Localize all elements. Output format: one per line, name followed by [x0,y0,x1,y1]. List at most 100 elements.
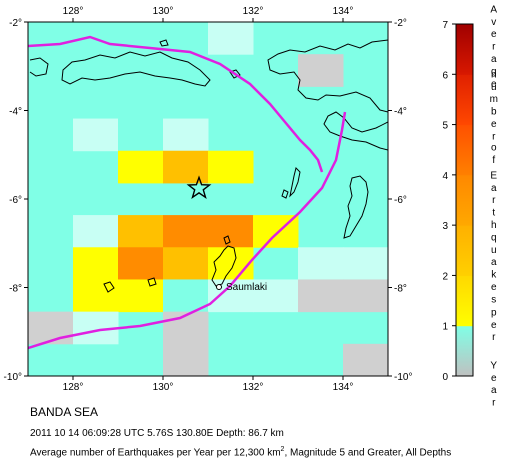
grid-cell [298,279,344,313]
lat-label-right: -10° [394,372,412,383]
colorbar-title-letter: e [491,282,497,293]
colorbar-tick-label: 5 [442,121,448,132]
colorbar-title-letter: r [492,42,496,53]
colorbar: 01234567AveragenumberofEarthquakesperYea… [442,4,499,408]
grid-cell [208,150,254,184]
grid-cell [163,118,209,152]
event-info: 2011 10 14 06:09:28 UTC 5.76S 130.80E De… [30,428,284,439]
colorbar-title-letter: h [491,220,497,231]
colorbar-title-letter: p [491,307,497,318]
lon-label-top: 130° [153,6,174,17]
colorbar-frame [455,23,474,377]
lat-label-left: -4° [9,107,22,118]
lat-label-right: -4° [394,107,407,118]
lon-label-bottom: 134° [333,382,354,393]
lon-label-bottom: 130° [153,382,174,393]
grid-cell [298,54,344,87]
colorbar-title-letter: q [491,232,497,243]
colorbar-title-letter: v [491,17,497,28]
colorbar-title-letter: e [491,119,497,130]
colorbar-title-letter: e [491,79,497,90]
colorbar-title-word: Year [490,360,497,408]
colorbar-title-word: of [491,142,497,165]
colorbar-title-letter: n [491,69,497,80]
lon-label-bottom: 132° [243,382,264,393]
colorbar-tick-label: 3 [442,221,448,232]
lat-label-left: -2° [9,18,22,29]
colorbar-title-letter: e [491,29,497,40]
colorbar-band [456,74,473,126]
grid-cell [163,343,209,376]
colorbar-tick-label: 7 [442,20,448,31]
colorbar-title-letter: u [491,82,497,93]
grid-cell [163,215,209,248]
colorbar-tick-label: 6 [442,70,448,81]
colorbar-title-letter: m [490,94,499,105]
colorbar-title-letter: r [492,195,496,206]
colorbar-tick-label: 1 [442,322,448,333]
colorbar-title-letter: b [491,107,497,118]
grid-cell [253,279,299,313]
grid-cell [28,311,74,345]
islet-north-2 [159,39,169,47]
colorbar-title-letter: Y [490,360,497,371]
colorbar-title-letter: A [490,4,497,15]
tanimbar-north [223,235,231,245]
colorbar-title-word: per [491,307,497,343]
colorbar-tick-label: 0 [442,372,448,383]
grid-cell [118,215,164,248]
colorbar-title-letter: o [491,142,497,153]
lat-label-right: -8° [394,284,407,295]
grid-cell [343,343,388,376]
plate-boundaries [28,35,347,350]
colorbar-title-letter: s [491,294,497,305]
lat-label-left: -10° [4,372,22,383]
colorbar-title-letter: e [491,320,497,331]
colorbar-band [456,24,473,75]
colorbar-title-letter: r [492,131,496,142]
kei-island-1 [289,167,301,198]
colorbar-tick-label: 4 [442,171,448,182]
colorbar-band [456,225,473,276]
lon-label-top: 128° [63,6,84,17]
grid-cell [298,247,344,280]
banda-arc-boundary [28,35,324,173]
grid-cell [208,215,254,248]
axis-ticks: 128° 128° 130° 130° 132° 132° 134° 134° -2° -2° -4… [4,6,413,393]
islet-north [229,69,241,79]
grid-cell [73,118,119,152]
grid-cell [163,150,209,184]
grid-cell [163,279,209,313]
colorbar-title-letter: f [492,155,495,166]
colorbar-title-word: number [490,69,499,142]
coastlines [29,39,388,293]
grid-cell [118,118,164,152]
buru-island [29,57,49,77]
grid-cell [343,279,388,313]
grid-cell [118,279,164,313]
grid-cell [73,215,119,248]
lat-label-right: -6° [394,195,407,206]
desc-sup: 2 [280,446,285,453]
colorbar-title-letter: t [492,208,495,219]
desc-post: , Magnitude 5 and Greater, All Depths [284,447,452,459]
lat-label-left: -8° [9,284,22,295]
islet-south [147,277,157,287]
colorbar-title-letter: u [491,245,497,256]
colorbar-band [456,275,473,327]
colorbar-title-word: Earthquakes [490,170,497,305]
map-description: Average number of Earthquakes per Year p… [30,446,451,458]
saumlaki-label: Saumlaki [226,282,267,293]
lon-label-bottom: 128° [63,382,84,393]
grid-cell [73,247,119,280]
colorbar-title-letter: a [491,257,497,268]
colorbar-title-letter: a [491,54,497,65]
new-guinea-coast-2 [323,111,388,151]
tanimbar-islands [211,245,237,287]
saumlaki-dot [216,284,222,290]
density-grid [28,22,388,376]
region-title: BANDA SEA [30,405,99,419]
colorbar-title-letter: a [491,183,497,194]
grid-cell [208,247,254,280]
